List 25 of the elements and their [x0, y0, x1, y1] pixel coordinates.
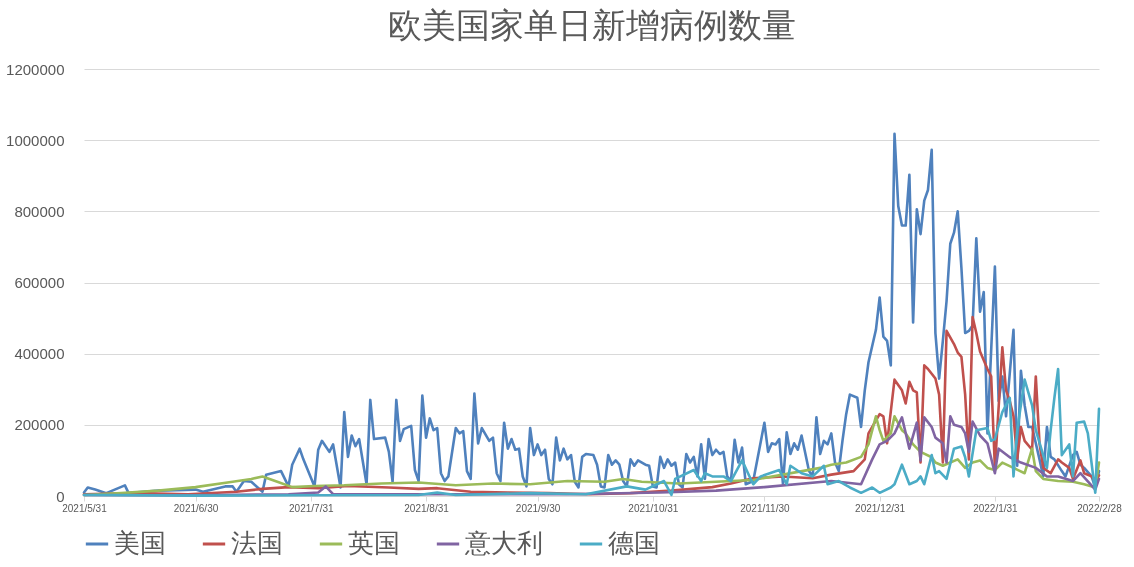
x-tick-label: 2021/11/30	[740, 502, 790, 514]
y-tick-label: 200000	[14, 416, 65, 434]
x-tick-label: 2021/7/31	[289, 502, 334, 514]
legend-label: 意大利	[464, 529, 543, 558]
y-tick-label: 400000	[14, 345, 65, 363]
y-tick-label: 600000	[14, 274, 65, 291]
x-tick-label: 2021/8/31	[404, 502, 450, 514]
legend-label: 英国	[348, 529, 400, 558]
line-series	[82, 367, 1101, 497]
legend-label: 法国	[231, 529, 283, 558]
x-tick-label: 2022/2/28	[1077, 502, 1123, 514]
y-tick-label: 0	[56, 487, 65, 505]
x-tick-label: 2021/6/30	[173, 502, 219, 514]
x-tick-label: 2022/1/31	[973, 502, 1019, 514]
x-tick-label: 2021/5/31	[62, 502, 108, 514]
y-tick-label: 1200000	[6, 60, 65, 78]
chart-title: 欧美国家单日新增病例数量	[387, 7, 796, 44]
line-series	[82, 132, 1101, 495]
x-tick-label: 2021/9/30	[515, 502, 561, 514]
y-tick-label: 1000000	[6, 131, 65, 149]
x-tick-label: 2021/10/31	[628, 502, 679, 514]
legend-label: 德国	[608, 529, 660, 558]
legend-label: 美国	[114, 529, 166, 558]
y-tick-label: 800000	[14, 202, 65, 220]
x-tick-label: 2021/12/31	[855, 502, 906, 514]
